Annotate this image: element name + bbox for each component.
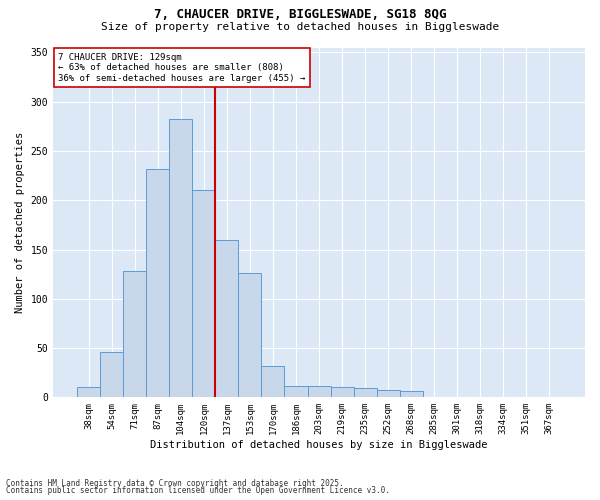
Bar (377, 390, 400, 398)
Text: Contains HM Land Registry data © Crown copyright and database right 2025.: Contains HM Land Registry data © Crown c… (6, 478, 344, 488)
Bar (169, 120, 193, 398)
Bar (100, 352, 123, 398)
Text: Contains public sector information licensed under the Open Government Licence v3: Contains public sector information licen… (6, 486, 390, 495)
Bar (146, 168, 169, 398)
Bar (77, 388, 100, 398)
Bar (284, 386, 308, 398)
Bar (238, 273, 262, 398)
Bar (308, 386, 331, 398)
Text: 7 CHAUCER DRIVE: 129sqm
← 63% of detached houses are smaller (808)
36% of semi-d: 7 CHAUCER DRIVE: 129sqm ← 63% of detache… (58, 52, 305, 82)
Bar (215, 240, 238, 398)
X-axis label: Distribution of detached houses by size in Biggleswade: Distribution of detached houses by size … (150, 440, 488, 450)
Bar (193, 190, 215, 398)
Text: 7, CHAUCER DRIVE, BIGGLESWADE, SG18 8QG: 7, CHAUCER DRIVE, BIGGLESWADE, SG18 8QG (154, 8, 446, 20)
Y-axis label: Number of detached properties: Number of detached properties (15, 132, 25, 313)
Bar (353, 388, 377, 398)
Bar (400, 392, 422, 398)
Bar (262, 366, 284, 398)
Text: Size of property relative to detached houses in Biggleswade: Size of property relative to detached ho… (101, 22, 499, 32)
Bar (331, 388, 353, 398)
Bar (123, 271, 146, 398)
